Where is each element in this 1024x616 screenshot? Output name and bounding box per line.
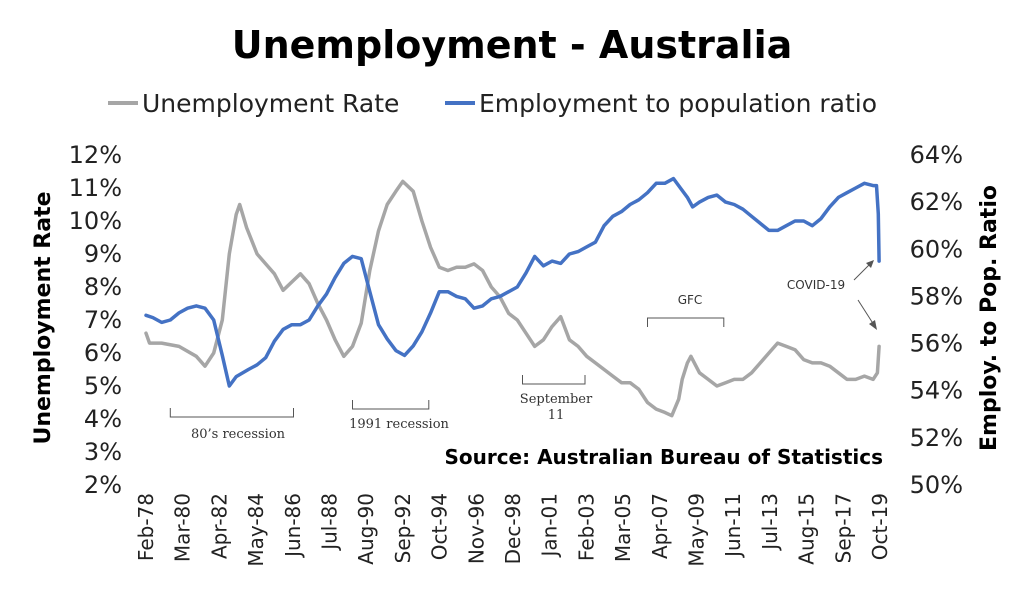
y-right-tick-label: 60% [910, 235, 963, 263]
bracket-september-11 [522, 375, 586, 385]
annotation-covid: COVID-19 [787, 260, 877, 330]
y-right-tick-label: 56% [910, 330, 963, 358]
x-tick-label: Jul-88 [318, 493, 342, 552]
annotation-label-1991-recession: 1991 recession [349, 417, 449, 432]
x-tick-label: Mar-80 [171, 493, 195, 562]
x-tick-label: Aug-15 [795, 493, 819, 565]
y-left-tick-label: 9% [84, 240, 122, 268]
annotation-1991-recession: 1991 recession [349, 400, 450, 432]
annotation-label-gfc: GFC [678, 293, 703, 307]
annotation-label-11: 11 [548, 408, 565, 423]
x-tick-label: Sep-17 [831, 493, 855, 563]
x-tick-label: Oct-19 [868, 493, 892, 560]
x-tick-label: Dec-98 [501, 493, 525, 564]
x-tick-label: Aug-90 [354, 493, 378, 565]
x-tick-label: Feb-03 [574, 493, 598, 561]
y-right-tick-label: 58% [910, 282, 963, 310]
x-tick-label: Sep-92 [391, 493, 415, 563]
annotation-september-11: September 11 [520, 375, 593, 423]
y-right-tick-label: 50% [910, 471, 963, 499]
chart-title: Unemployment - Australia [232, 23, 793, 67]
x-tick-label: Apr-82 [207, 493, 231, 559]
x-ticks: Feb-78 Mar-80 Apr-82 May-84 Jun-86 Jul-88 Aug-… [134, 493, 892, 567]
covid-arrowhead-down [869, 320, 877, 330]
series-layer [144, 176, 881, 418]
y-right-ticks: 64% 62% 60% 58% 56% 54% 52% 50% [910, 141, 963, 499]
x-tick-label: Jul-13 [758, 493, 782, 552]
x-tick-label: May-09 [685, 493, 709, 567]
annotation-label-80s-recession: 80’s recession [191, 427, 286, 442]
y-left-tick-label: 12% [69, 141, 122, 169]
y-left-tick-label: 7% [84, 306, 122, 334]
y-left-tick-label: 8% [84, 273, 122, 301]
y-left-tick-label: 2% [84, 471, 122, 499]
x-tick-label: Nov-96 [464, 493, 488, 564]
covid-arrow-down [857, 299, 875, 326]
legend-label-employment: Employment to population ratio [479, 89, 877, 118]
annotation-80s-recession: 80’s recession [169, 408, 294, 442]
y-right-tick-label: 64% [910, 141, 963, 169]
y-right-tick-label: 52% [910, 424, 963, 452]
x-tick-label: May-84 [244, 493, 268, 567]
bracket-80s-recession [169, 408, 294, 418]
annotation-gfc: GFC [647, 293, 725, 327]
y-left-tick-label: 4% [84, 405, 122, 433]
x-tick-label: Feb-78 [134, 493, 158, 561]
x-tick-label: Jun-11 [721, 493, 745, 559]
y-right-tick-label: 54% [910, 377, 963, 405]
bracket-gfc [647, 317, 725, 327]
y-left-tick-label: 5% [84, 372, 122, 400]
x-tick-label: Oct-94 [428, 493, 452, 560]
y-left-tick-label: 6% [84, 339, 122, 367]
series-line-employment-ratio [144, 176, 881, 388]
y-left-tick-label: 10% [69, 207, 122, 235]
annotation-label-covid: COVID-19 [787, 278, 845, 292]
series-line-unemployment-rate [144, 179, 881, 418]
covid-arrowhead-up [866, 260, 874, 268]
y-left-tick-label: 3% [84, 438, 122, 466]
y-right-tick-label: 62% [910, 188, 963, 216]
legend-label-unemployment: Unemployment Rate [142, 89, 399, 118]
legend: Unemployment Rate Employment to populati… [108, 89, 877, 118]
x-tick-label: Mar-05 [611, 493, 635, 562]
x-tick-label: Jun-86 [281, 493, 305, 559]
x-tick-label: Jan-01 [538, 493, 562, 559]
bracket-1991-recession [352, 400, 430, 410]
y-right-axis-title: Employ. to Pop. Ratio [977, 185, 1002, 451]
annotation-label-september: September [520, 392, 593, 407]
y-left-ticks: 12% 11% 10% 9% 8% 7% 6% 5% 4% 3% 2% [69, 141, 122, 499]
source-note: Source: Australian Bureau of Statistics [444, 445, 883, 469]
y-left-axis-title: Unemployment Rate [31, 191, 56, 444]
x-tick-label: Apr-07 [648, 493, 672, 559]
y-left-tick-label: 11% [69, 174, 122, 202]
